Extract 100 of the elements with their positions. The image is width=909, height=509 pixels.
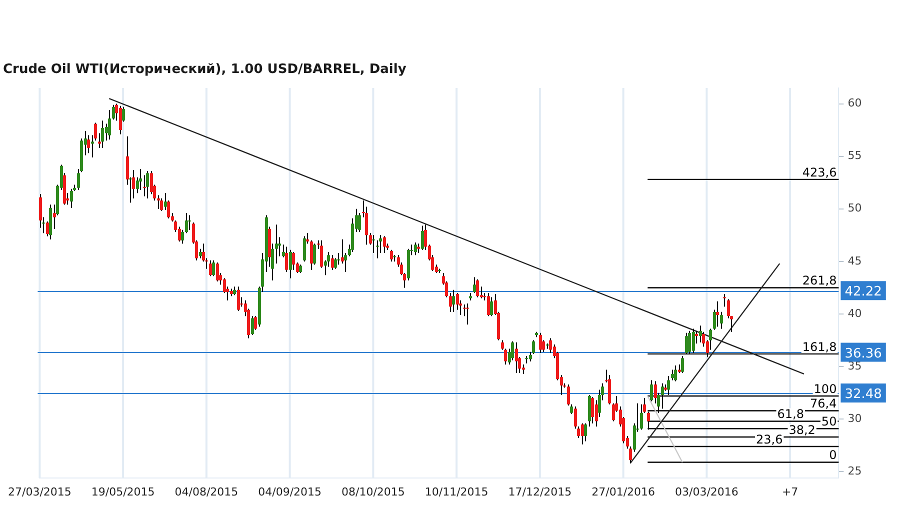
candlestick	[181, 229, 184, 244]
candlestick	[70, 188, 73, 208]
candlestick	[671, 369, 674, 381]
candlestick	[699, 325, 702, 343]
candlestick	[313, 243, 316, 266]
candlestick	[101, 120, 104, 148]
candlestick	[303, 236, 306, 262]
y-tick-label: 40	[848, 306, 862, 320]
candlestick	[358, 212, 361, 233]
candlestick	[129, 176, 132, 204]
candlestick	[46, 221, 49, 237]
x-tick-label: 03/03/2016	[674, 485, 738, 498]
candlestick	[716, 300, 719, 328]
candlestick	[549, 338, 552, 354]
candlestick	[515, 342, 518, 374]
candlestick	[640, 404, 643, 430]
candlestick	[525, 356, 528, 364]
candlestick	[310, 240, 313, 270]
candlestick	[306, 232, 309, 244]
candlestick	[292, 251, 295, 270]
x-tick-label: 10/11/2015	[424, 485, 488, 498]
x-tick-label: 17/12/2015	[508, 485, 572, 498]
ref-line-label: 36.36	[844, 346, 882, 362]
candlestick	[417, 243, 420, 254]
candlestick	[112, 104, 115, 120]
candlestick	[567, 384, 570, 406]
candlestick	[452, 289, 455, 312]
candlestick	[473, 276, 476, 294]
candlestick	[574, 406, 577, 430]
chart-title: Crude Oil WTI(Исторический), 1.00 USD/BARREL, Daily	[3, 62, 407, 77]
candlestick	[570, 404, 573, 414]
series-label: 23,6	[756, 432, 783, 446]
candlestick	[139, 168, 142, 190]
candlestick	[251, 316, 254, 336]
candlestick	[449, 292, 452, 312]
candlestick	[91, 134, 94, 158]
candlestick	[463, 304, 466, 317]
candlestick	[132, 169, 135, 199]
candlestick	[727, 298, 730, 319]
series-label: 423,6	[802, 165, 837, 180]
candlestick	[237, 286, 240, 312]
candlestick	[511, 340, 514, 361]
series-label: 61,8	[777, 407, 804, 422]
y-tick-label: 30	[848, 412, 862, 425]
candlestick	[278, 236, 281, 257]
candlestick	[674, 365, 677, 382]
candlestick	[504, 348, 507, 365]
x-tick-label: 19/05/2015	[91, 485, 155, 498]
y-tick-label: 25	[848, 464, 862, 478]
candlestick	[337, 252, 340, 266]
candlestick	[188, 214, 191, 230]
candlestick	[157, 194, 160, 210]
x-tick-label: 04/08/2015	[174, 485, 238, 498]
candlestick	[709, 328, 712, 350]
candlestick	[108, 110, 111, 140]
candlestick	[122, 106, 125, 122]
candlestick	[119, 105, 122, 135]
candlestick	[143, 174, 146, 197]
series-label: 38,2	[788, 423, 816, 438]
candlestick	[591, 396, 594, 424]
candlestick	[476, 278, 479, 298]
candlestick	[695, 330, 698, 344]
candlestick	[372, 234, 375, 254]
y-tick-label: 45	[848, 254, 862, 268]
x-tick-label: 27/03/2015	[8, 485, 72, 498]
candlestick	[285, 246, 288, 272]
y-tick-label: 50	[848, 202, 862, 215]
candlestick	[383, 236, 386, 254]
candlestick	[490, 296, 493, 317]
candlestick	[421, 225, 424, 250]
y-tick-label: 55	[848, 149, 862, 162]
ref-line-label: 42.22	[844, 284, 882, 300]
candlestick	[275, 224, 278, 264]
candlestick	[487, 292, 490, 317]
x-tick-label: 08/10/2015	[341, 485, 405, 498]
candlestick	[390, 249, 393, 262]
candlestick	[331, 254, 334, 270]
x-tick-label: +7	[782, 485, 798, 498]
candlestick	[539, 332, 542, 354]
candlestick	[289, 249, 292, 279]
candlestick	[629, 446, 632, 464]
series-label: 261,8	[802, 274, 837, 288]
candlestick	[160, 198, 163, 212]
candlestick	[581, 422, 584, 445]
candlestick	[185, 212, 188, 234]
y-tick-label: 60	[848, 96, 862, 110]
candlestick	[501, 340, 504, 350]
candlestick	[209, 260, 212, 277]
ref-line-label: 32.48	[844, 387, 882, 402]
series-label: 50	[821, 414, 837, 429]
x-tick-label: 27/01/2016	[592, 485, 656, 498]
candlestick	[466, 303, 469, 326]
candlestick	[216, 262, 219, 282]
candlestick	[414, 242, 417, 256]
candlestick	[199, 248, 202, 259]
candlestick	[87, 134, 90, 154]
series-label: 100	[814, 382, 837, 396]
series-label: 0	[829, 448, 837, 462]
candlestick	[146, 170, 149, 199]
candlestick	[584, 422, 587, 442]
